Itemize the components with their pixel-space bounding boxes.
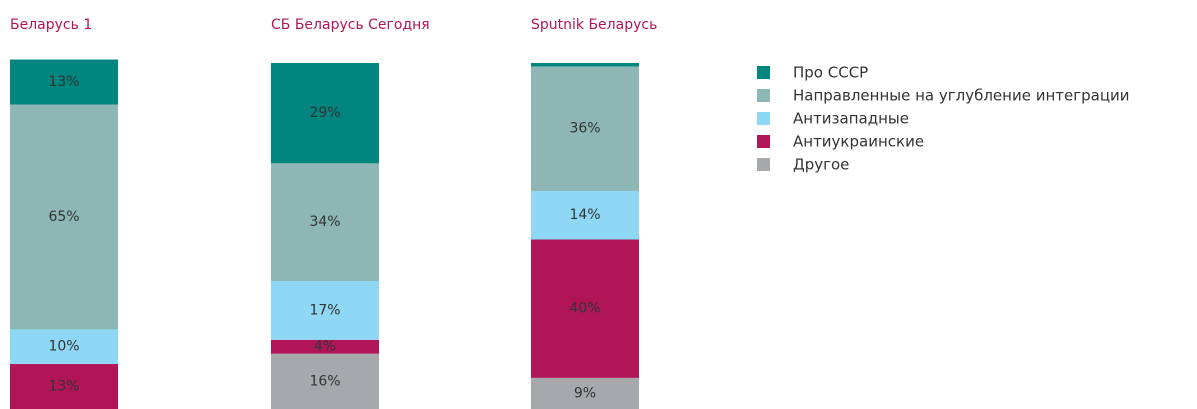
legend-swatch [757, 135, 770, 148]
bar-segment [10, 104, 118, 330]
data-label: 13% [48, 379, 79, 395]
bar-segment [271, 63, 379, 164]
legend-label: Направленные на углубление интеграции [793, 87, 1130, 105]
bar-segment [531, 191, 639, 240]
data-label: 17% [309, 302, 340, 318]
bar-segment [10, 364, 118, 409]
bar-segment [271, 353, 379, 409]
bar-segment [271, 163, 379, 281]
bar-segment [271, 339, 379, 354]
legend-label: Другое [793, 156, 849, 174]
data-label: 4% [314, 339, 336, 355]
data-label: 14% [569, 207, 600, 223]
category-title: СБ Беларусь Сегодня [271, 17, 430, 33]
bar-segment [531, 66, 639, 192]
legend-swatch [757, 112, 770, 125]
data-label: 16% [309, 373, 340, 389]
bar-segment [531, 377, 639, 409]
bar-segment [10, 59, 118, 105]
legend-label: Про СССР [793, 64, 868, 82]
data-label: 34% [309, 214, 340, 230]
data-label: 13% [48, 74, 79, 90]
data-label: 65% [48, 209, 79, 225]
data-label: 40% [569, 301, 600, 317]
legend-label: Антизападные [793, 110, 909, 128]
data-label: 10% [48, 339, 79, 355]
bar-segment [531, 239, 639, 378]
bar-segment [271, 280, 379, 340]
legend-swatch [757, 66, 770, 79]
legend-label: Антиукраинские [793, 133, 924, 151]
legend-swatch [757, 89, 770, 102]
legend-swatch [757, 158, 770, 171]
category-title: Беларусь 1 [10, 17, 92, 33]
data-label: 36% [569, 121, 600, 137]
category-title: Sputnik Беларусь [531, 17, 657, 33]
data-label: 9% [574, 385, 596, 401]
bar-segment [10, 329, 118, 365]
bar-segment [531, 63, 639, 67]
data-label: 29% [309, 105, 340, 121]
